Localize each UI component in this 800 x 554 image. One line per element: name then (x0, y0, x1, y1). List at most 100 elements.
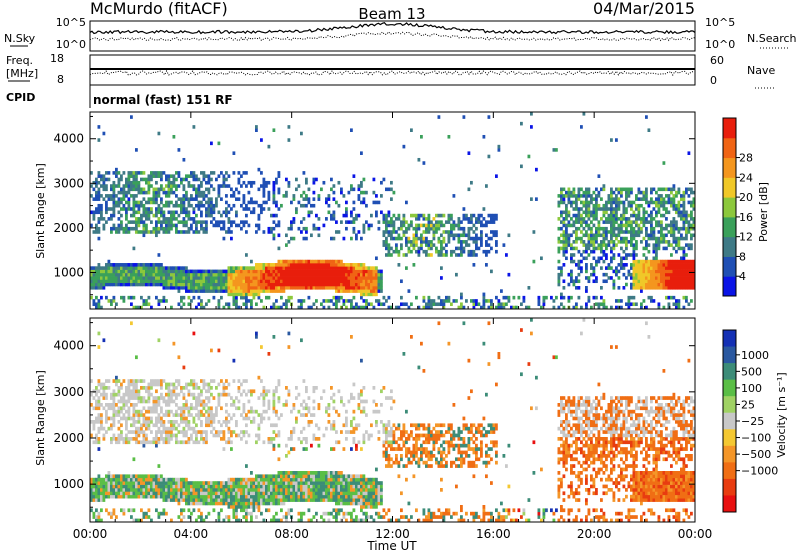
power-cell (650, 226, 653, 231)
velocity-cell (145, 440, 148, 445)
power-cell (377, 220, 381, 224)
power-cell (187, 289, 191, 293)
power-cell (342, 269, 346, 274)
power-cell (185, 213, 188, 218)
power-cell (315, 263, 318, 267)
power-cell (612, 197, 616, 201)
power-cell (582, 233, 586, 238)
power-cell (610, 203, 613, 208)
velocity-cell (142, 420, 146, 424)
power-cell (580, 230, 583, 234)
power-cell (625, 207, 628, 211)
power-cell (302, 226, 306, 231)
power-cell (132, 187, 136, 192)
velocity-cell (145, 399, 148, 404)
power-cell (287, 184, 291, 188)
velocity-cell (167, 477, 171, 482)
power-cell (327, 194, 331, 198)
power-cell (302, 171, 306, 175)
power-cell (387, 233, 391, 238)
power-cell (300, 272, 303, 277)
power-cell (662, 266, 666, 270)
power-cell (325, 266, 328, 270)
power-cell (182, 200, 186, 205)
power-cell (422, 240, 426, 244)
power-cell (165, 272, 168, 277)
power-cell (635, 269, 638, 274)
power-cell (630, 187, 633, 192)
power-cell (650, 220, 653, 224)
power-cell (305, 279, 308, 284)
power-cell (92, 230, 96, 234)
power-cell (577, 272, 581, 277)
velocity-cell (127, 474, 131, 479)
power-cell (605, 233, 608, 238)
velocity-cell (162, 437, 166, 441)
velocity-cell (140, 481, 143, 485)
power-cell (602, 210, 606, 215)
velocity-cell (230, 447, 233, 451)
power-cell (610, 256, 613, 261)
power-cell (275, 177, 278, 182)
power-cell (692, 203, 696, 208)
power-cell (585, 187, 588, 192)
power-cell (572, 190, 576, 195)
power-cell (255, 269, 258, 274)
power-cell (462, 213, 466, 218)
power-cell (107, 272, 111, 277)
velocity-cell (97, 498, 101, 502)
power-cell (177, 197, 181, 201)
velocity-cell (97, 440, 101, 445)
velocity-cell (112, 433, 116, 438)
power-cell (97, 190, 101, 195)
power-cell (360, 190, 363, 195)
velocity-cell (130, 477, 133, 482)
power-cell (622, 187, 626, 192)
power-cell (272, 220, 276, 224)
power-cell (247, 279, 251, 284)
velocity-cell (185, 494, 188, 499)
power-cell (335, 295, 338, 300)
velocity-cell (187, 406, 191, 411)
power-cell (652, 276, 656, 280)
power-cell (325, 272, 328, 277)
velocity-cell (122, 494, 126, 499)
power-cell (575, 305, 578, 310)
velocity-cell (155, 379, 158, 383)
power-cell (587, 223, 591, 228)
velocity-cell (122, 474, 126, 479)
power-cell (147, 187, 151, 192)
power-cell (105, 200, 108, 205)
power-cell (655, 259, 658, 264)
power-cell (632, 220, 636, 224)
power-cell (650, 236, 653, 241)
power-cell (600, 187, 603, 192)
power-cell (365, 190, 368, 195)
power-cell (312, 203, 316, 208)
power-cell (667, 282, 671, 287)
power-cell (580, 236, 583, 241)
power-cell (157, 226, 161, 231)
power-cell (690, 299, 693, 303)
power-cell (265, 289, 268, 293)
power-cell (415, 295, 418, 300)
power-cell (655, 190, 658, 195)
velocity-cell (147, 491, 151, 496)
power-cell (580, 305, 583, 310)
power-cell (465, 240, 468, 244)
velocity-cell (142, 491, 146, 496)
power-cell (592, 279, 596, 284)
power-cell (405, 230, 408, 234)
power-cell (265, 272, 268, 277)
power-cell (532, 259, 536, 264)
velocity-cell (140, 518, 143, 523)
power-cell (332, 236, 336, 241)
velocity-cell (165, 409, 168, 414)
power-cell (385, 220, 388, 224)
velocity-cell (217, 481, 221, 485)
power-cell (207, 289, 211, 293)
power-cell (430, 220, 433, 224)
power-cell (632, 259, 636, 264)
velocity-cell (150, 420, 153, 424)
power-cell (690, 259, 693, 264)
